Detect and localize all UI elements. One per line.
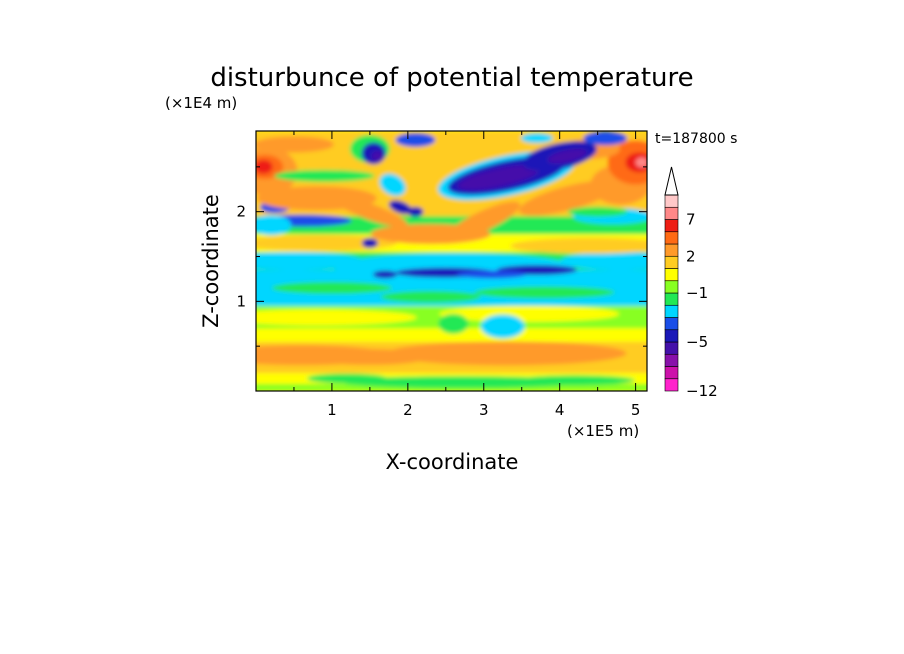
colorbar-segment xyxy=(664,366,679,380)
contour-patch xyxy=(380,290,481,303)
contour-patch xyxy=(407,206,424,217)
contour-patch xyxy=(395,132,436,147)
colorbar-segment xyxy=(664,194,679,208)
colorbar-segment xyxy=(664,378,679,392)
y-tick-label: 2 xyxy=(236,203,246,221)
plot-frame xyxy=(255,130,648,392)
chart-title: disturbunce of potential temperature xyxy=(210,63,693,93)
colorbar-segment xyxy=(664,268,679,282)
colorbar-segment xyxy=(664,317,679,331)
colorbar-segment xyxy=(664,292,679,306)
y-unit-label: (×1E4 m) xyxy=(165,94,237,112)
contour-patch xyxy=(447,201,521,240)
colorbar-segment xyxy=(664,219,679,233)
contour-patch xyxy=(373,270,398,279)
y-axis-label: Z-coordinate xyxy=(199,194,223,328)
colorbar-tick-label: −5 xyxy=(686,333,708,351)
contour-patch xyxy=(388,200,412,215)
contour-patch xyxy=(274,169,375,182)
y-tick-label: 1 xyxy=(236,292,246,310)
x-axis-label: X-coordinate xyxy=(386,450,519,474)
colorbar-segment xyxy=(664,353,679,367)
contour-patch xyxy=(256,159,273,174)
contour-patch xyxy=(474,286,615,299)
x-tick-label: 2 xyxy=(403,401,413,419)
colorbar-tick-label: 2 xyxy=(686,247,696,265)
contour-patch xyxy=(371,151,384,162)
contour-patch xyxy=(309,348,430,365)
contour-patch xyxy=(439,305,620,322)
contour-patch xyxy=(520,133,553,144)
contour-patch xyxy=(256,235,397,252)
colorbar-segment xyxy=(664,329,679,343)
x-tick-label: 1 xyxy=(327,401,337,419)
x-unit-label: (×1E5 m) xyxy=(567,422,639,440)
colorbar-segment xyxy=(664,243,679,257)
contour-patch xyxy=(256,309,417,326)
contour-patch xyxy=(379,173,406,196)
contour-field xyxy=(256,131,647,391)
contour-patch xyxy=(361,238,378,249)
contour-patch xyxy=(307,373,388,384)
contour-patch xyxy=(457,165,541,191)
colorbar-extend-arrow xyxy=(664,166,679,196)
contour-patch xyxy=(438,313,469,334)
contour-patch xyxy=(560,252,647,270)
contour-patch xyxy=(256,136,334,153)
colorbar-tick-label: −12 xyxy=(686,382,718,400)
time-label: t=187800 s xyxy=(655,131,737,147)
colorbar-segment xyxy=(664,255,679,269)
contour-patch xyxy=(635,157,647,168)
x-tick-label: 5 xyxy=(631,401,641,419)
contour-patch xyxy=(547,148,587,164)
contour-patch xyxy=(456,270,527,279)
colorbar-segment xyxy=(664,206,679,220)
contour-patch xyxy=(583,131,628,146)
contour-patch xyxy=(510,237,647,254)
colorbar-segment xyxy=(664,280,679,294)
contour-patch xyxy=(332,196,408,228)
colorbar-segment xyxy=(664,304,679,318)
x-tick-label: 3 xyxy=(479,401,489,419)
colorbar: 7 2 −1 −5 −12 xyxy=(664,166,718,400)
contour-patch xyxy=(256,215,292,236)
colorbar-segment xyxy=(664,341,679,355)
contour-patch xyxy=(386,341,627,366)
contour-patch xyxy=(514,375,635,386)
contour-patch xyxy=(256,252,364,270)
contour-patch xyxy=(480,314,525,339)
colorbar-tick-label: 7 xyxy=(686,211,696,229)
contour-patch xyxy=(271,281,392,294)
contour-band xyxy=(256,328,647,342)
x-tick-label: 4 xyxy=(555,401,565,419)
contour-patch xyxy=(567,206,628,217)
colorbar-tick-label: −1 xyxy=(686,284,708,302)
colorbar-segment xyxy=(664,231,679,245)
